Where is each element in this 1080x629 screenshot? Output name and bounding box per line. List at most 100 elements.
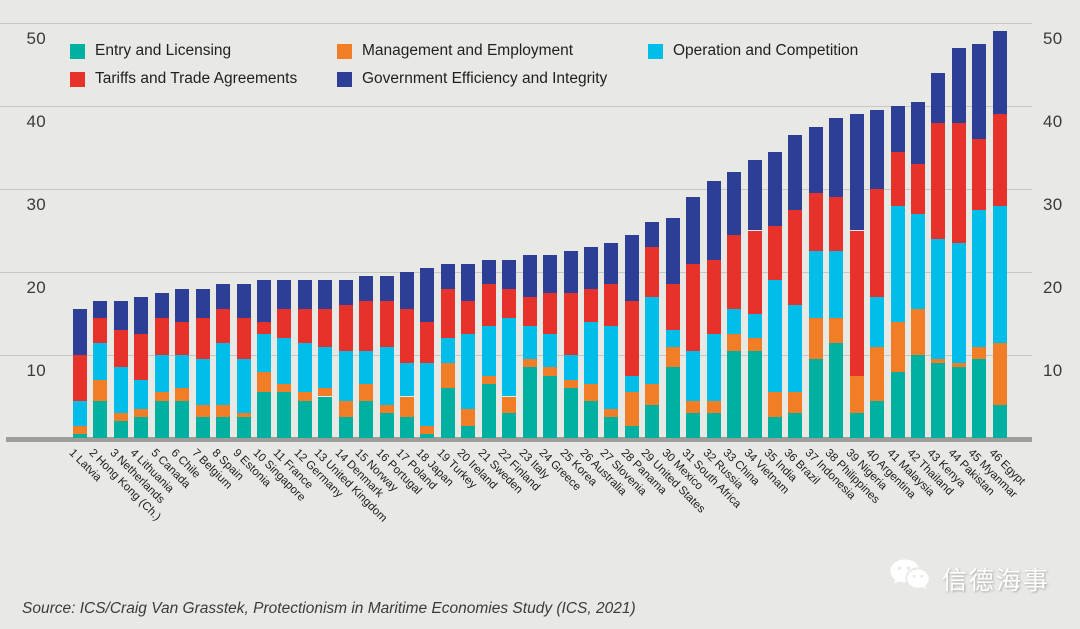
bar-segment bbox=[890, 321, 905, 372]
bar-segment bbox=[972, 139, 987, 210]
bar-segment bbox=[359, 400, 374, 438]
bar-segment bbox=[870, 400, 885, 438]
bar-segment bbox=[624, 301, 639, 376]
bar-segment bbox=[216, 284, 231, 310]
bar-segment bbox=[338, 305, 353, 351]
bar-segment bbox=[727, 234, 742, 310]
legend-swatch-icon bbox=[70, 43, 85, 59]
bar-segment bbox=[788, 413, 803, 438]
bar-segment bbox=[829, 118, 844, 198]
bar-segment bbox=[134, 408, 149, 418]
bar-segment bbox=[870, 189, 885, 297]
bar-segment bbox=[931, 363, 946, 438]
bar-segment bbox=[481, 284, 496, 326]
bar-segment bbox=[686, 197, 701, 264]
bar-segment bbox=[706, 180, 721, 260]
bar-segment bbox=[543, 255, 558, 293]
bar-segment bbox=[461, 263, 476, 302]
bar-segment bbox=[604, 284, 619, 326]
bar-segment bbox=[256, 280, 271, 322]
bar-segment bbox=[236, 417, 251, 438]
bar-segment bbox=[747, 338, 762, 351]
bar-segment bbox=[297, 342, 312, 393]
bar-segment bbox=[604, 417, 619, 438]
bar-segment bbox=[543, 375, 558, 438]
bar-segment bbox=[400, 363, 415, 397]
bar-segment bbox=[706, 413, 721, 438]
bar-segment bbox=[481, 325, 496, 376]
bar-segment bbox=[747, 159, 762, 231]
bar-segment bbox=[584, 321, 598, 385]
bar-segment bbox=[481, 375, 496, 385]
watermark-text: 信德海事 bbox=[942, 566, 1051, 595]
bar-segment bbox=[951, 367, 966, 438]
bar-segment bbox=[665, 367, 680, 438]
bar-segment bbox=[992, 404, 1007, 438]
bar-segment bbox=[686, 263, 701, 351]
bar-segment bbox=[767, 226, 782, 281]
bar-segment bbox=[175, 388, 190, 401]
legend-swatch-icon bbox=[648, 43, 663, 59]
bar-segment bbox=[747, 313, 762, 339]
bar-segment bbox=[256, 334, 271, 372]
bar-segment bbox=[73, 400, 87, 426]
bar-segment bbox=[195, 288, 210, 318]
bar-segment bbox=[522, 325, 537, 360]
bar-segment bbox=[216, 309, 231, 343]
bar-segment bbox=[134, 296, 149, 335]
bar-segment bbox=[175, 400, 190, 438]
bar-segment bbox=[829, 251, 844, 318]
bar-segment bbox=[543, 292, 558, 335]
legend-label: Entry and Licensing bbox=[95, 42, 232, 59]
bar-segment bbox=[277, 309, 292, 339]
bar-segment bbox=[972, 346, 987, 360]
y-axis-tick-left-40: 40 bbox=[26, 112, 46, 131]
bar-segment bbox=[379, 346, 394, 405]
bar-segment bbox=[154, 400, 169, 438]
bar-segment bbox=[297, 309, 312, 343]
bar-segment bbox=[972, 209, 987, 347]
bar-segment bbox=[113, 367, 128, 414]
bar-segment bbox=[338, 417, 353, 438]
bar-segment bbox=[236, 413, 251, 418]
bar-segment bbox=[338, 400, 353, 418]
bar-segment bbox=[604, 325, 619, 409]
bar-segment bbox=[911, 213, 926, 310]
bar-segment bbox=[277, 384, 292, 393]
bar-segment bbox=[931, 122, 946, 239]
bar-segment bbox=[256, 371, 271, 393]
bar-segment bbox=[318, 388, 333, 397]
bar-segment bbox=[788, 135, 803, 210]
watermark: 信德海事 bbox=[888, 556, 1050, 601]
legend-label: Operation and Competition bbox=[673, 42, 859, 59]
legend-swatch-icon bbox=[337, 43, 352, 59]
legend-label: Government Efficiency and Integrity bbox=[362, 70, 608, 87]
bar-segment bbox=[297, 400, 312, 438]
bar-segment bbox=[767, 392, 782, 418]
bar-segment bbox=[216, 404, 231, 418]
bar-segment bbox=[73, 355, 87, 401]
y-axis-tick-right-10: 10 bbox=[1043, 361, 1063, 380]
bar-segment bbox=[522, 255, 537, 297]
bar-segment bbox=[645, 247, 660, 297]
bar-segment bbox=[256, 392, 271, 438]
bar-segment bbox=[440, 388, 455, 438]
bar-segment bbox=[767, 417, 782, 438]
bar-segment bbox=[359, 384, 374, 401]
bar-segment bbox=[829, 342, 844, 438]
bar-segment bbox=[543, 334, 558, 368]
bar-segment bbox=[379, 276, 394, 302]
bar-segment bbox=[461, 301, 476, 335]
y-axis-tick-right-40: 40 bbox=[1043, 112, 1063, 131]
bar-segment bbox=[829, 317, 844, 343]
legend-item: Management and Employment bbox=[337, 42, 573, 60]
bar-segment bbox=[359, 350, 374, 385]
bar-segment bbox=[73, 425, 87, 434]
bar-segment bbox=[808, 126, 823, 194]
bar-segment bbox=[604, 408, 619, 418]
bar-segment bbox=[502, 259, 517, 289]
legend-swatch-icon bbox=[337, 71, 352, 87]
bar-segment bbox=[338, 280, 353, 306]
wechat-icon bbox=[888, 556, 932, 601]
bar-segment bbox=[584, 247, 598, 289]
